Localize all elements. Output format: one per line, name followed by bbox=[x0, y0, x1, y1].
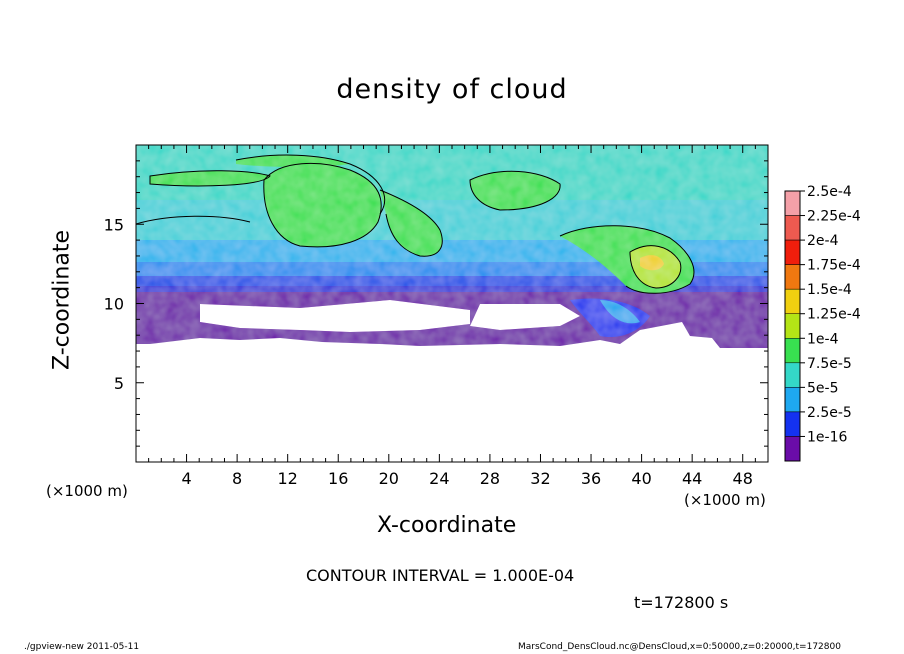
colorbar-label: 1e-16 bbox=[807, 429, 847, 445]
colorbar-swatch bbox=[784, 338, 801, 364]
x-tick-label: 48 bbox=[733, 469, 753, 488]
x-tick-label: 28 bbox=[480, 469, 500, 488]
x-tick-label: 44 bbox=[682, 469, 702, 488]
y-axis-label: Z-coordinate bbox=[49, 230, 75, 370]
x-tick-label: 16 bbox=[328, 469, 348, 488]
colorbar-label: 1.75e-4 bbox=[807, 258, 861, 274]
colorbar-label: 2.25e-4 bbox=[807, 209, 861, 225]
y-axis-ticks: 5 10 15 bbox=[104, 160, 768, 447]
colorbar-swatch bbox=[784, 264, 801, 290]
time-label: t=172800 s bbox=[634, 593, 729, 612]
contour-interval-note: CONTOUR INTERVAL = 1.000E-04 bbox=[306, 566, 575, 585]
x-tick-label: 32 bbox=[530, 469, 550, 488]
colorbar-label: 7.5e-5 bbox=[807, 356, 852, 372]
colorbar-swatch bbox=[784, 190, 801, 216]
x-axis-label: X-coordinate bbox=[377, 513, 517, 538]
x-tick-label: 8 bbox=[232, 469, 242, 488]
chart-title: density of cloud bbox=[336, 74, 568, 105]
x-tick-label: 20 bbox=[379, 469, 399, 488]
colorbar-label: 1e-4 bbox=[807, 331, 839, 347]
colorbar-swatch bbox=[784, 215, 801, 241]
y-tick-label: 15 bbox=[104, 215, 124, 234]
colorbar: 2.5e-4 2.25e-4 2e-4 1.75e-4 1.5e-4 1.25e-4 1e-… bbox=[784, 184, 861, 462]
colorbar-swatch bbox=[784, 239, 801, 265]
colorbar-label: 2.5e-5 bbox=[807, 405, 852, 421]
x-tick-label: 36 bbox=[581, 469, 601, 488]
x-tick-label: 12 bbox=[278, 469, 298, 488]
footer-right: MarsCond_DensCloud.nc@DensCloud,x=0:5000… bbox=[518, 642, 841, 652]
y-tick-label: 5 bbox=[114, 374, 124, 393]
heatmap-field bbox=[136, 145, 768, 462]
colorbar-swatch bbox=[784, 436, 801, 462]
colorbar-label: 2.5e-4 bbox=[807, 184, 852, 200]
colorbar-label: 5e-5 bbox=[807, 380, 838, 396]
colorbar-label: 2e-4 bbox=[807, 233, 839, 249]
colorbar-label: 1.5e-4 bbox=[807, 282, 852, 298]
x-tick-label: 40 bbox=[631, 469, 651, 488]
y-tick-label: 10 bbox=[104, 295, 124, 314]
colorbar-frame bbox=[784, 190, 801, 462]
colorbar-swatch bbox=[784, 387, 801, 413]
x-unit-label-left: (×1000 m) bbox=[46, 482, 128, 500]
x-tick-label: 24 bbox=[429, 469, 449, 488]
footer-left: ./gpview-new 2011-05-11 bbox=[24, 642, 140, 652]
colorbar-swatch bbox=[784, 362, 801, 388]
colorbar-label: 1.25e-4 bbox=[807, 307, 861, 323]
x-unit-label-right: (×1000 m) bbox=[684, 491, 766, 509]
x-axis-ticks: 4 8 12 16 20 24 28 32 36 40 44 48 bbox=[148, 145, 756, 488]
x-tick-label: 4 bbox=[181, 469, 191, 488]
colorbar-swatch bbox=[784, 411, 801, 437]
colorbar-swatch bbox=[784, 313, 801, 339]
colorbar-swatch bbox=[784, 288, 801, 314]
